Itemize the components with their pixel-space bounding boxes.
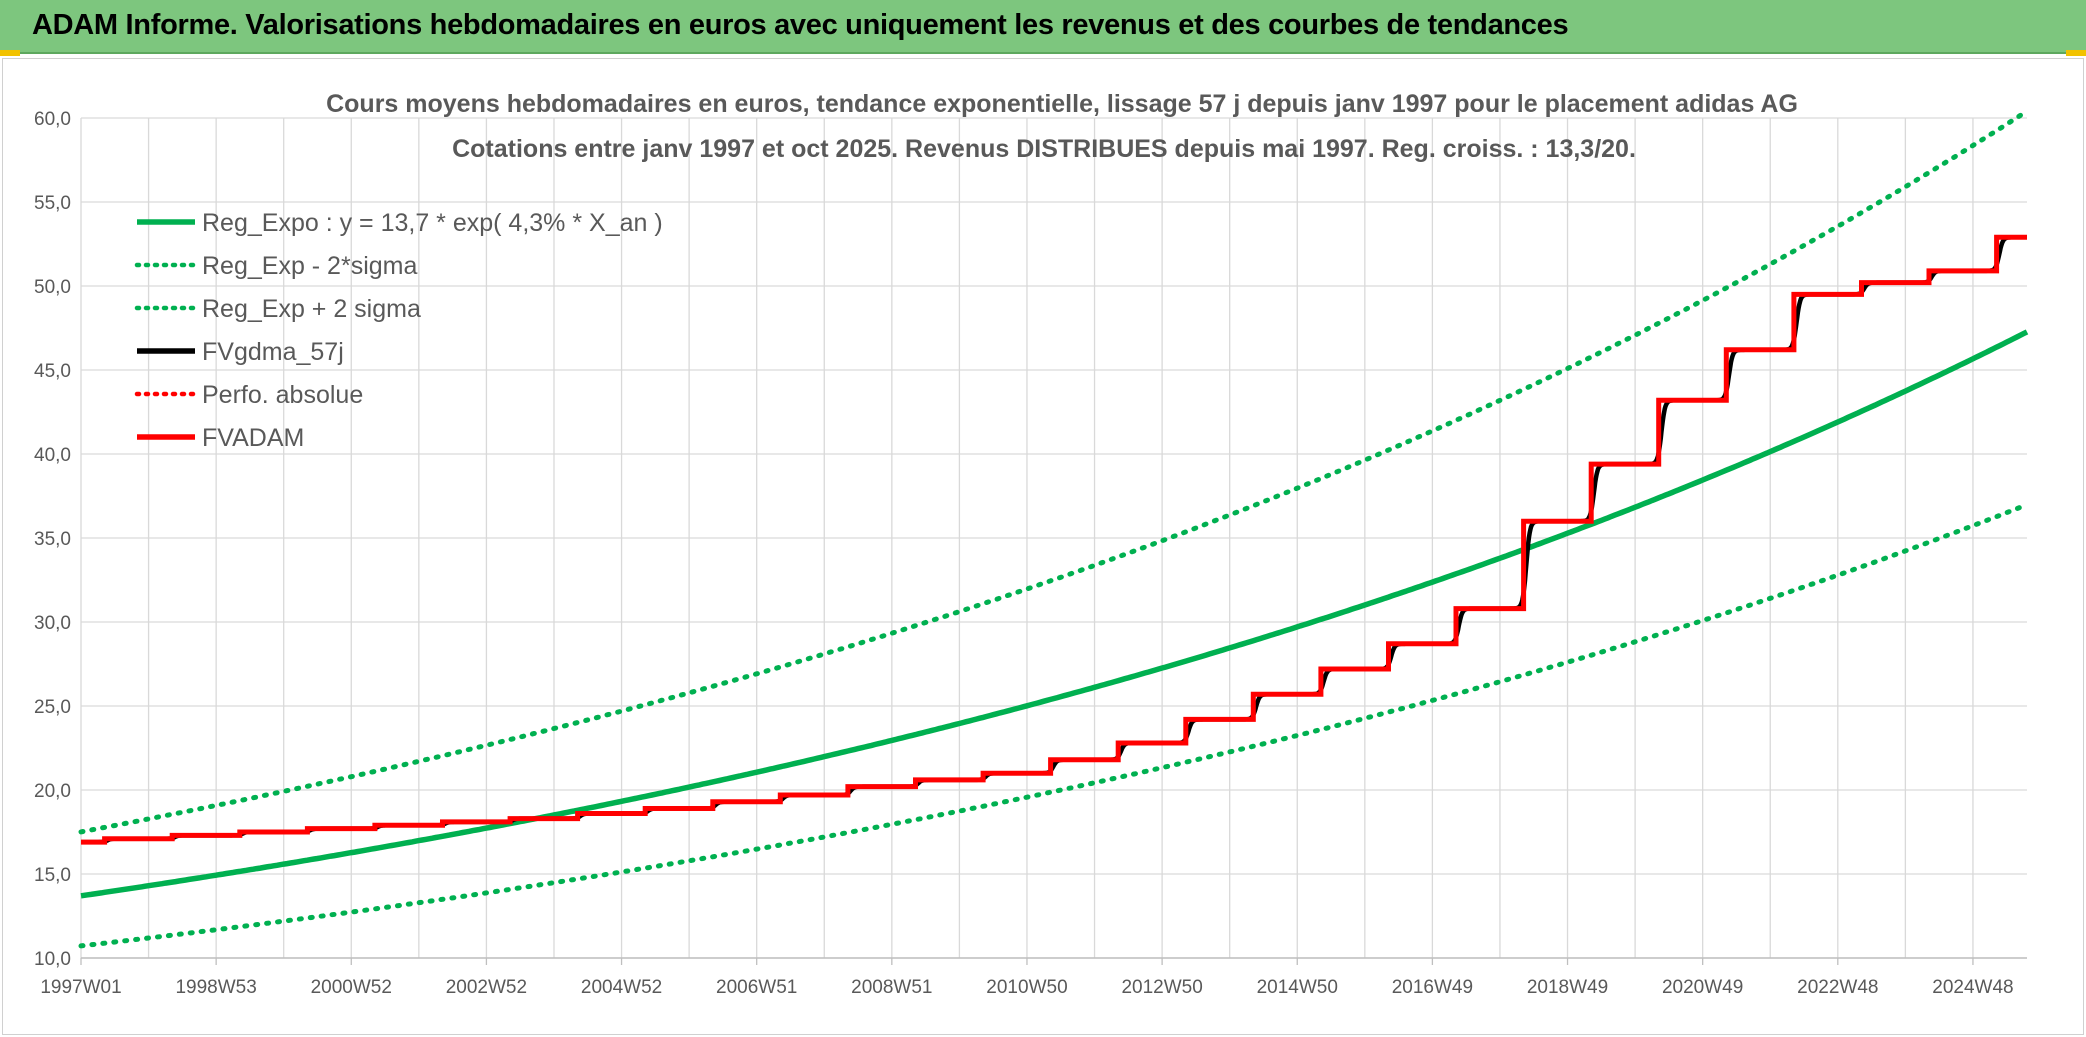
- x-tick-label: 2000W52: [311, 977, 392, 998]
- chart-title-layer: Cours moyens hebdomadaires en euros, ten…: [326, 90, 1798, 163]
- series-reg-plus-2sigma: [78, 108, 2030, 835]
- x-tick-label: 2010W50: [986, 977, 1067, 998]
- y-tick-label: 30,0: [34, 613, 71, 634]
- x-tick-label: 2012W50: [1121, 977, 1202, 998]
- legend-label: Reg_Exp - 2*sigma: [202, 252, 417, 280]
- page-title: ADAM Informe. Valorisations hebdomadaire…: [32, 9, 1569, 41]
- legend: Reg_Expo : y = 13,7 * exp( 4,3% * X_an )…: [134, 209, 663, 452]
- legend-label: FVgdma_57j: [202, 338, 344, 366]
- legend-label: Perfo. absolue: [202, 381, 363, 409]
- x-tick-label: 2008W51: [851, 977, 932, 998]
- grid-layer: [80, 117, 2027, 959]
- x-tick-label: 2002W52: [446, 977, 527, 998]
- x-tick-label: 2004W52: [581, 977, 662, 998]
- legend-label: Reg_Exp + 2 sigma: [202, 295, 421, 323]
- y-tick-label: 15,0: [34, 865, 71, 886]
- x-tick-label: 2006W51: [716, 977, 797, 998]
- x-tick-label: 2024W48: [1932, 977, 2013, 998]
- axis-layer: 10,0 15,0 20,0 25,0 30,0 35,0 40,0 45,0 50,0 55,0…: [34, 109, 2027, 998]
- y-tick-label: 10,0: [34, 949, 71, 970]
- header-bar: ADAM Informe. Valorisations hebdomadaire…: [0, 0, 2086, 54]
- x-tick-label: 2016W49: [1392, 977, 1473, 998]
- corner-accent-right: [2066, 50, 2086, 56]
- series-reg-minus-2sigma: [78, 502, 2030, 949]
- y-tick-label: 50,0: [34, 277, 71, 298]
- y-tick-label: 25,0: [34, 697, 71, 718]
- y-tick-label: 55,0: [34, 193, 71, 214]
- x-tick-label: 2014W50: [1257, 977, 1338, 998]
- legend-label: Reg_Expo : y = 13,7 * exp( 4,3% * X_an ): [202, 209, 663, 237]
- y-tick-label: 35,0: [34, 529, 71, 550]
- chart-title-line-2: Cotations entre janv 1997 et oct 2025. R…: [452, 135, 1636, 163]
- chart-area: [2, 58, 2084, 1035]
- x-tick-label: 1997W01: [40, 977, 121, 998]
- y-tick-label: 60,0: [34, 109, 71, 130]
- y-tick-label: 20,0: [34, 781, 71, 802]
- chart-title-line-1: Cours moyens hebdomadaires en euros, ten…: [326, 90, 1798, 118]
- series-reg-expo: [80, 329, 2029, 899]
- corner-accent-left: [0, 50, 20, 56]
- series-fvadam: [80, 234, 2027, 845]
- legend-label: FVADAM: [202, 424, 304, 452]
- y-tick-label: 40,0: [34, 445, 71, 466]
- x-tick-label: 2022W48: [1797, 977, 1878, 998]
- x-tick-label: 2020W49: [1662, 977, 1743, 998]
- series-layer: [78, 108, 2030, 949]
- x-tick-label: 1998W53: [175, 977, 256, 998]
- x-tick-label: 2018W49: [1527, 977, 1608, 998]
- y-tick-label: 45,0: [34, 361, 71, 382]
- series-fvgdma-57j: [81, 235, 2027, 845]
